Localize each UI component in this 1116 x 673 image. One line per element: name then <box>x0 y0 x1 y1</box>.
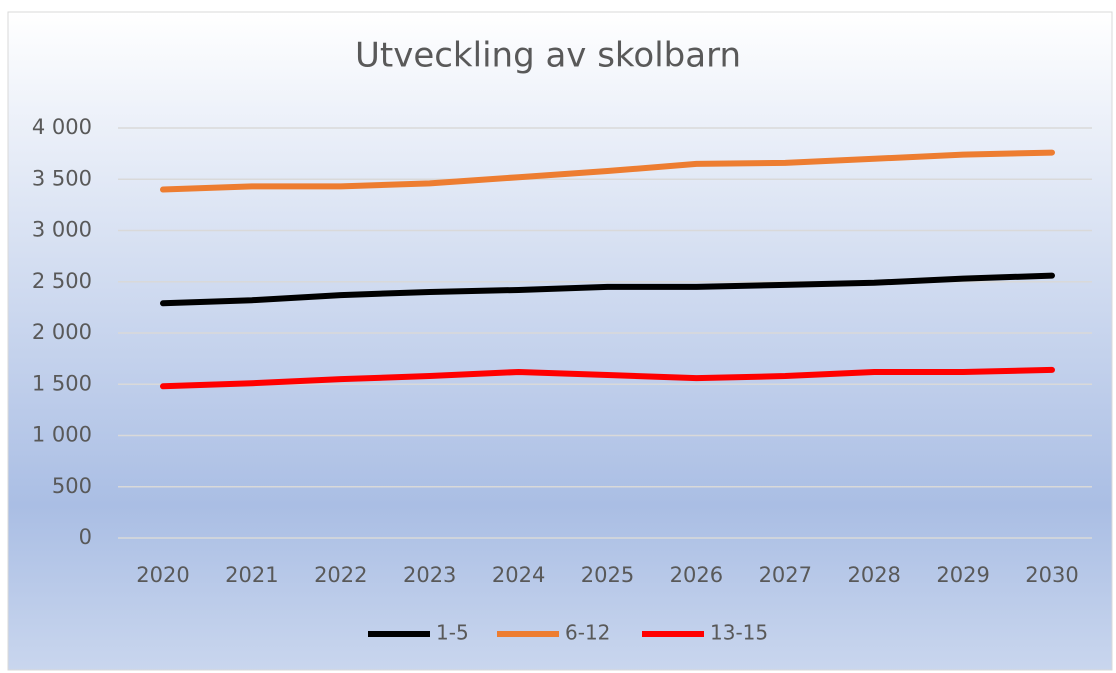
y-tick-label: 1 500 <box>32 371 92 395</box>
x-tick-label: 2022 <box>314 563 367 587</box>
y-tick-label: 0 <box>79 525 92 549</box>
legend-label: 6-12 <box>565 621 610 645</box>
x-tick-label: 2027 <box>759 563 812 587</box>
legend-label: 13-15 <box>710 621 768 645</box>
line-series <box>160 366 1055 390</box>
chart-background <box>7 11 1113 671</box>
x-tick-label: 2030 <box>1025 563 1078 587</box>
x-tick-label: 2029 <box>936 563 989 587</box>
x-tick-label: 2026 <box>670 563 723 587</box>
x-tick-label: 2020 <box>136 563 189 587</box>
y-tick-label: 4 000 <box>32 115 92 139</box>
x-tick-label: 2023 <box>403 563 456 587</box>
y-tick-label: 500 <box>52 474 92 498</box>
legend-label: 1-5 <box>436 621 469 645</box>
y-tick-label: 2 500 <box>32 269 92 293</box>
x-tick-label: 2021 <box>225 563 278 587</box>
chart-title: Utveckling av skolbarn <box>355 36 741 76</box>
line-series <box>160 149 1055 193</box>
y-tick-label: 3 500 <box>32 166 92 190</box>
x-tick-label: 2025 <box>581 563 634 587</box>
y-tick-label: 3 000 <box>32 218 92 242</box>
y-tick-label: 1 000 <box>32 423 92 447</box>
x-tick-label: 2024 <box>492 563 545 587</box>
x-tick-label: 2028 <box>847 563 900 587</box>
line-series <box>160 272 1055 307</box>
y-tick-label: 2 000 <box>32 320 92 344</box>
